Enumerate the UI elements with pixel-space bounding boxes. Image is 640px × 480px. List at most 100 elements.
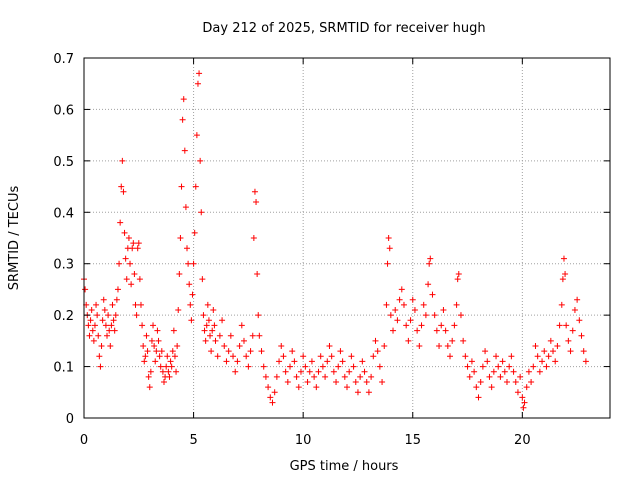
data-point (278, 343, 285, 349)
data-point (179, 116, 186, 123)
data-point (127, 260, 134, 267)
data-point (287, 363, 294, 370)
data-point (284, 379, 291, 385)
data-point (387, 312, 394, 319)
data-point (247, 348, 254, 355)
data-point (350, 363, 357, 370)
data-point (525, 368, 532, 375)
data-point (100, 296, 107, 303)
data-point (368, 373, 375, 380)
data-point (477, 379, 484, 385)
data-point (249, 332, 256, 339)
data-point (184, 245, 191, 252)
data-point (438, 322, 445, 329)
data-point (453, 301, 460, 308)
data-point (499, 358, 506, 365)
data-point (429, 291, 436, 298)
data-point (411, 307, 418, 313)
data-point (565, 337, 572, 344)
data-point (223, 358, 230, 365)
data-point (140, 343, 147, 349)
data-point (221, 343, 228, 349)
data-point (530, 363, 537, 370)
data-point (376, 363, 383, 370)
data-point (563, 322, 570, 329)
plot-frame (83, 57, 611, 419)
data-point (238, 322, 245, 329)
data-point (341, 373, 348, 380)
data-point (297, 368, 304, 375)
data-point (157, 363, 164, 370)
data-point (319, 363, 326, 370)
data-point (256, 332, 263, 339)
data-point (493, 353, 500, 360)
data-point (164, 353, 171, 360)
data-point (523, 384, 530, 391)
data-point (333, 379, 340, 385)
data-point (159, 368, 166, 375)
data-point (569, 327, 576, 334)
data-point (137, 301, 144, 308)
data-point (306, 368, 313, 375)
data-point (178, 183, 185, 190)
data-point (348, 353, 355, 360)
y-tick-label: 0 (66, 412, 74, 427)
data-point (105, 312, 112, 319)
data-point (447, 353, 454, 360)
data-point (532, 343, 539, 349)
data-point (409, 296, 416, 303)
data-point (497, 373, 504, 380)
data-point (464, 363, 471, 370)
data-point (198, 209, 205, 216)
data-point (392, 307, 399, 313)
data-point (462, 353, 469, 360)
data-point (169, 348, 176, 355)
data-point (289, 348, 296, 355)
data-point (99, 317, 106, 324)
data-point (267, 394, 274, 401)
data-point (142, 353, 149, 360)
data-point (114, 286, 121, 293)
data-point (134, 245, 141, 252)
data-point (190, 260, 197, 267)
data-point (578, 332, 585, 339)
data-point (129, 245, 136, 252)
data-point (501, 368, 508, 375)
data-point (208, 348, 215, 355)
data-point (346, 368, 353, 375)
data-point (199, 276, 206, 283)
y-tick-label: 0.7 (53, 52, 74, 67)
data-point (503, 379, 510, 385)
data-point (322, 373, 329, 380)
data-point (460, 337, 467, 344)
data-point (245, 363, 252, 370)
data-point (482, 348, 489, 355)
data-point (110, 317, 117, 324)
data-point (545, 353, 552, 360)
data-point (97, 363, 104, 370)
data-point (153, 348, 160, 355)
data-point (400, 301, 407, 308)
data-point (212, 337, 219, 344)
data-point (166, 373, 173, 380)
data-point (95, 332, 102, 339)
data-point (156, 353, 163, 360)
data-point (219, 317, 226, 324)
data-point (495, 363, 502, 370)
data-point (202, 337, 209, 344)
data-point (514, 389, 521, 396)
data-point (108, 322, 115, 329)
data-point (188, 317, 195, 324)
data-point (359, 358, 366, 365)
data-point (466, 373, 473, 380)
data-point (383, 301, 390, 308)
data-point (203, 322, 210, 329)
data-point (163, 363, 170, 370)
x-tick-label: 10 (295, 433, 312, 448)
data-point (436, 343, 443, 349)
data-point (204, 301, 211, 308)
data-point (510, 368, 517, 375)
data-point (574, 296, 581, 303)
data-point (139, 322, 146, 329)
